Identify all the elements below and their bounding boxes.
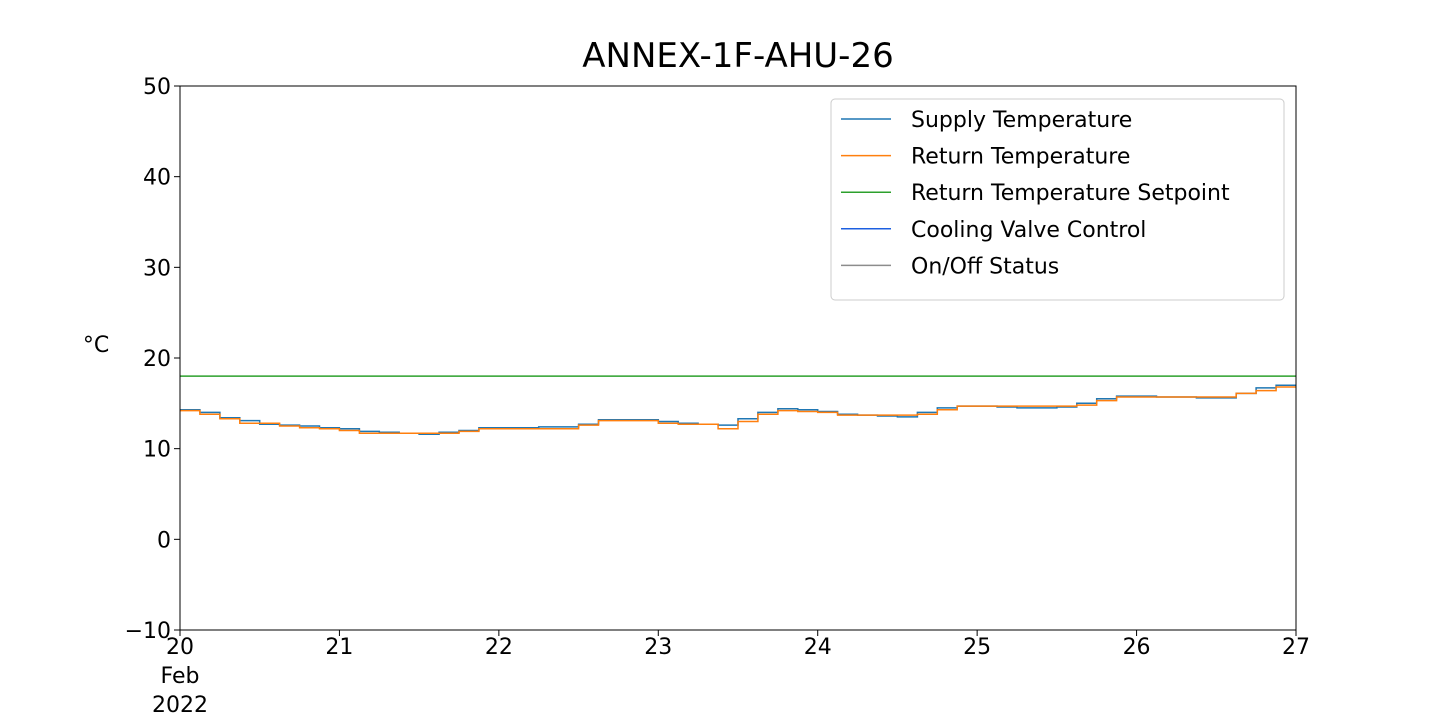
y-axis: −10 0 10 20 30 40 50 <box>125 75 180 644</box>
x-axis: 20 Feb 2022 21 22 23 24 25 26 27 <box>152 630 1310 718</box>
y-tick-label: 10 <box>143 438 171 463</box>
x-tick-label: 25 <box>963 635 991 660</box>
x-tick-label: 20 <box>166 635 194 660</box>
x-tick-label: 21 <box>325 635 353 660</box>
y-tick-label: 40 <box>143 166 171 191</box>
chart-title: ANNEX-1F-AHU-26 <box>582 36 893 76</box>
legend: Supply Temperature Return Temperature Retu… <box>830 98 1285 301</box>
x-tick-label: 22 <box>485 635 513 660</box>
legend-label-cooling-valve-control: Cooling Valve Control <box>911 218 1146 243</box>
y-tick-label: 30 <box>143 256 171 281</box>
x-tick-label: 23 <box>644 635 672 660</box>
series-layer <box>180 375 1296 435</box>
y-axis-label: °C <box>83 333 109 358</box>
legend-label-on-off-status: On/Off Status <box>911 254 1059 279</box>
x-tick-label: 27 <box>1282 635 1310 660</box>
y-tick-label: 0 <box>157 528 171 553</box>
y-tick-label: 20 <box>143 347 171 372</box>
legend-label-supply-temperature: Supply Temperature <box>911 108 1132 133</box>
x-tick-label: 26 <box>1123 635 1151 660</box>
y-tick-label: −10 <box>125 619 171 644</box>
legend-box <box>830 98 1285 301</box>
y-tick-label: 50 <box>143 75 171 100</box>
x-tick-label: Feb <box>161 664 200 689</box>
x-tick-label: 24 <box>804 635 832 660</box>
legend-label-return-temperature-setpoint: Return Temperature Setpoint <box>911 181 1230 206</box>
legend-label-return-temperature: Return Temperature <box>911 145 1130 170</box>
series-line-return-temperature <box>180 386 1296 435</box>
x-tick-label: 2022 <box>152 693 208 718</box>
